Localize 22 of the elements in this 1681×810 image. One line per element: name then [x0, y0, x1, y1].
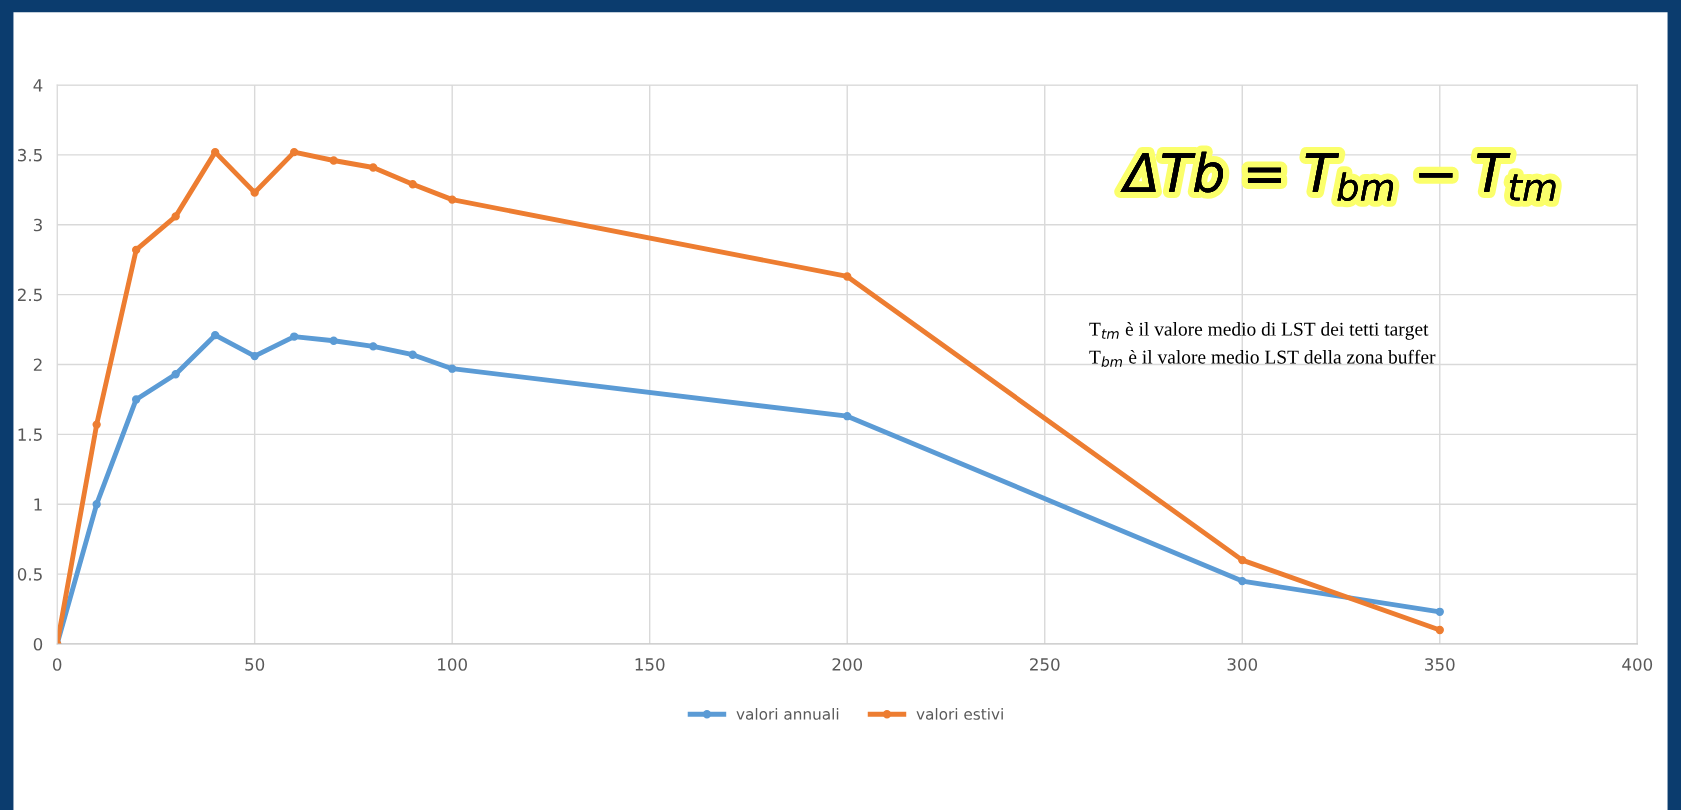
legend-label: valori estivi: [916, 708, 1003, 720]
x-tick-label: 300: [1227, 658, 1258, 671]
x-tick-label: 250: [1030, 658, 1060, 671]
y-tick-label: 0.5: [17, 568, 42, 581]
y-tick-label: 2.5: [17, 288, 42, 302]
y-tick-label: 3.5: [18, 148, 42, 162]
x-tick-label: 350: [1425, 658, 1455, 671]
y-tick-label: 4: [33, 79, 43, 92]
legend-label: valori annuali: [736, 708, 839, 720]
x-tick-label: 0: [52, 658, 62, 671]
annotation: T$_{tm}$ è il valore medio di LST dei tetti target: [1089, 322, 1429, 340]
x-tick-label: 50: [245, 658, 265, 671]
x-tick-label: 400: [1622, 658, 1653, 671]
x-tick-label: 150: [635, 658, 665, 671]
y-tick-label: 2: [33, 358, 42, 371]
y-tick-label: 3: [33, 218, 42, 232]
y-tick-label: 1: [34, 498, 42, 511]
y-tick-label: 1.5: [18, 428, 42, 441]
y-tick-label: 0: [33, 637, 43, 651]
x-tick-label: 200: [832, 658, 863, 671]
annotation: T$_{bm}$ è il valore medio LST della zona buffer: [1089, 349, 1436, 367]
x-tick-label: 100: [438, 658, 467, 671]
